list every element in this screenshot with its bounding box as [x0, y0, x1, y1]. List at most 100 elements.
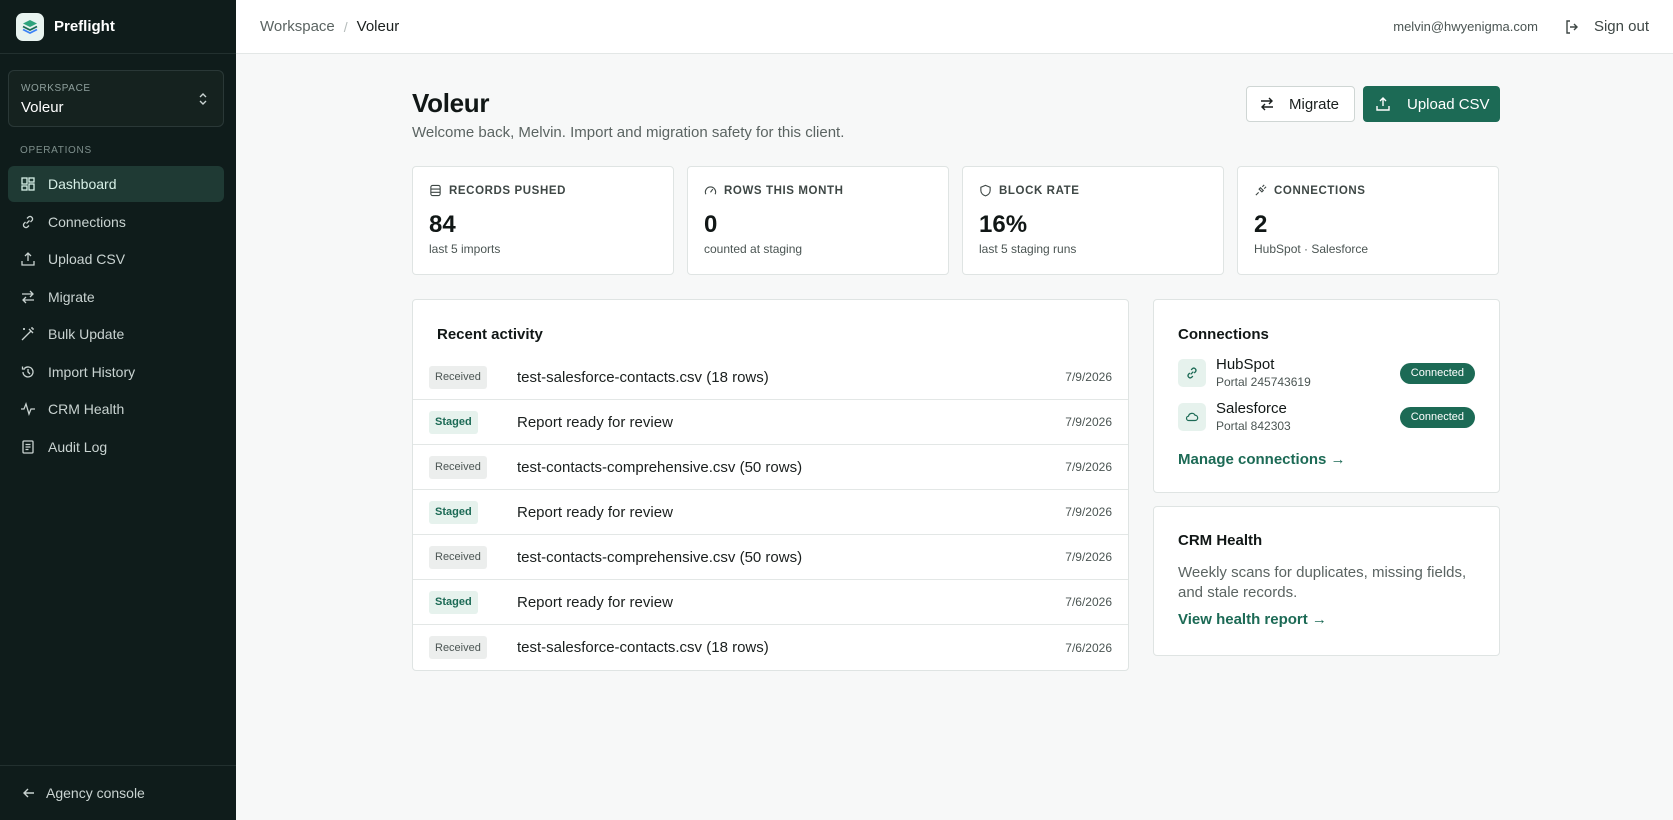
stat-note: last 5 imports	[429, 242, 501, 256]
sidebar-item-label: Audit Log	[48, 438, 108, 455]
status-badge: Connected	[1399, 362, 1475, 384]
upload-icon	[1376, 97, 1390, 111]
stat-value: 2	[1254, 211, 1268, 238]
stats-row: RECORDS PUSHED 84 last 5 imports ROWS TH…	[412, 166, 1500, 275]
table-row[interactable]: Received test-contacts-comprehensive.csv…	[413, 445, 1128, 490]
migrate-button-label: Migrate	[1289, 95, 1340, 113]
plug-icon	[1255, 184, 1267, 196]
arrows-icon	[1261, 97, 1273, 111]
status-badge: Staged	[429, 500, 478, 524]
agency-console-link[interactable]: Agency console	[0, 765, 236, 820]
crm-health-card: CRM Health Weekly scans for duplicates, …	[1153, 506, 1500, 656]
sidebar-item-label: Migrate	[48, 288, 95, 305]
stat-value: 0	[704, 211, 718, 238]
app-name: Preflight	[54, 18, 115, 35]
arrow-left-icon	[23, 788, 34, 798]
connection-portal: Portal 842303	[1216, 419, 1291, 433]
user-email: melvin@hwyenigma.com	[1393, 19, 1538, 34]
connection-name: HubSpot	[1216, 356, 1275, 373]
connection-info: HubSpot Portal 245743619	[1216, 356, 1311, 390]
workspace-value: Voleur	[21, 99, 64, 116]
sidebar-item-label: Bulk Update	[48, 326, 125, 342]
activity-text: test-contacts-comprehensive.csv (50 rows…	[517, 458, 803, 476]
sidebar-nav: Dashboard Connections Upload CSV Migrate…	[8, 166, 224, 466]
shield-icon	[980, 184, 991, 197]
workspace-label: WORKSPACE	[21, 83, 91, 94]
stat-value: 84	[429, 211, 456, 238]
sign-out-label: Sign out	[1593, 18, 1649, 35]
upload-icon	[21, 252, 35, 266]
recent-activity-card: Recent activity Received test-salesforce…	[412, 299, 1129, 671]
sidebar-item-upload-csv[interactable]: Upload CSV	[8, 241, 224, 277]
cloud-icon	[1178, 403, 1206, 431]
stat-card-connections: CONNECTIONS 2 HubSpot · Salesforce	[1237, 166, 1499, 275]
sidebar-item-migrate[interactable]: Migrate	[8, 279, 224, 315]
table-row[interactable]: Received test-contacts-comprehensive.csv…	[413, 535, 1128, 580]
sidebar-item-connections[interactable]: Connections	[8, 204, 224, 240]
stat-label-text: BLOCK RATE	[999, 184, 1080, 197]
breadcrumb-workspace[interactable]: Workspace	[260, 18, 335, 35]
stat-label-text: CONNECTIONS	[1274, 184, 1366, 197]
crm-health-description: Weekly scans for duplicates, missing fie…	[1178, 564, 1467, 601]
upload-csv-button[interactable]: Upload CSV	[1363, 86, 1500, 122]
sign-out-button[interactable]: Sign out	[1564, 18, 1649, 35]
history-icon	[21, 365, 34, 378]
table-row[interactable]: Received test-salesforce-contacts.csv (1…	[413, 625, 1128, 670]
manage-connections-link[interactable]: Manage connections →	[1178, 451, 1346, 468]
sidebar-item-import-history[interactable]: Import History	[8, 354, 224, 390]
connections-title: Connections	[1178, 326, 1269, 343]
chevron-up-down-icon	[199, 93, 207, 105]
sidebar-item-label: Dashboard	[48, 176, 117, 192]
table-row[interactable]: Received test-salesforce-contacts.csv (1…	[413, 355, 1128, 400]
sidebar-item-audit-log[interactable]: Audit Log	[8, 429, 224, 465]
link-icon	[1178, 359, 1206, 387]
sidebar-item-crm-health[interactable]: CRM Health	[8, 391, 224, 427]
activity-text: Report ready for review	[517, 413, 673, 431]
status-badge: Received	[429, 365, 487, 389]
connection-row-salesforce[interactable]: Salesforce Portal 842303 Connected	[1178, 401, 1475, 433]
activity-date: 7/6/2026	[1065, 640, 1112, 655]
breadcrumb-current: Voleur	[356, 18, 400, 35]
user-area: melvin@hwyenigma.com Sign out	[1393, 18, 1649, 35]
stat-note: counted at staging	[704, 242, 803, 256]
stat-card-rows-this-month: ROWS THIS MONTH 0 counted at staging	[687, 166, 949, 275]
activity-text: test-salesforce-contacts.csv (18 rows)	[517, 368, 769, 386]
stat-label-text: ROWS THIS MONTH	[724, 184, 844, 197]
sign-out-icon	[1566, 19, 1578, 34]
activity-text: test-contacts-comprehensive.csv (50 rows…	[517, 548, 803, 566]
stat-card-records-pushed: RECORDS PUSHED 84 last 5 imports	[412, 166, 674, 275]
crm-health-title: CRM Health	[1178, 532, 1263, 549]
connections-card: Connections HubSpot Portal 245743619 Con…	[1153, 299, 1500, 493]
view-health-report-link[interactable]: View health report →	[1178, 611, 1327, 628]
migrate-button[interactable]: Migrate	[1246, 86, 1355, 122]
table-row[interactable]: Staged Report ready for review 7/9/2026	[413, 400, 1128, 445]
dashboard-icon	[21, 177, 35, 191]
workspace-select[interactable]: WORKSPACE Voleur	[8, 70, 224, 127]
arrows-icon	[22, 290, 34, 303]
activity-text: Report ready for review	[517, 503, 673, 521]
activity-date: 7/9/2026	[1065, 415, 1112, 429]
connection-row-hubspot[interactable]: HubSpot Portal 245743619 Connected	[1178, 357, 1475, 389]
table-row[interactable]: Staged Report ready for review 7/6/2026	[413, 580, 1128, 625]
status-badge: Connected	[1399, 406, 1475, 428]
stat-label-text: RECORDS PUSHED	[449, 184, 567, 197]
pulse-icon	[21, 402, 35, 416]
sidebar-item-bulk-update[interactable]: Bulk Update	[8, 316, 224, 352]
connection-portal: Portal 245743619	[1216, 375, 1311, 389]
stat-label: ROWS THIS MONTH	[704, 184, 932, 197]
stat-label: BLOCK RATE	[979, 184, 1207, 197]
top-bar: Workspace / Voleur melvin@hwyenigma.com …	[236, 0, 1673, 54]
log-icon	[22, 439, 34, 454]
upload-csv-button-label: Upload CSV	[1407, 95, 1490, 113]
status-badge: Staged	[429, 590, 478, 614]
sidebar: Preflight WORKSPACE Voleur OPERATIONS Da…	[0, 0, 236, 820]
database-icon	[430, 184, 441, 197]
activity-date: 7/9/2026	[1065, 505, 1112, 519]
brand[interactable]: Preflight	[0, 0, 236, 54]
sidebar-item-dashboard[interactable]: Dashboard	[8, 166, 224, 202]
page-subtitle: Welcome back, Melvin. Import and migrati…	[412, 124, 845, 141]
table-row[interactable]: Staged Report ready for review 7/9/2026	[413, 490, 1128, 535]
agency-console-label: Agency console	[46, 785, 145, 801]
sidebar-item-label: Upload CSV	[48, 251, 126, 267]
stat-value: 16%	[979, 211, 1028, 238]
